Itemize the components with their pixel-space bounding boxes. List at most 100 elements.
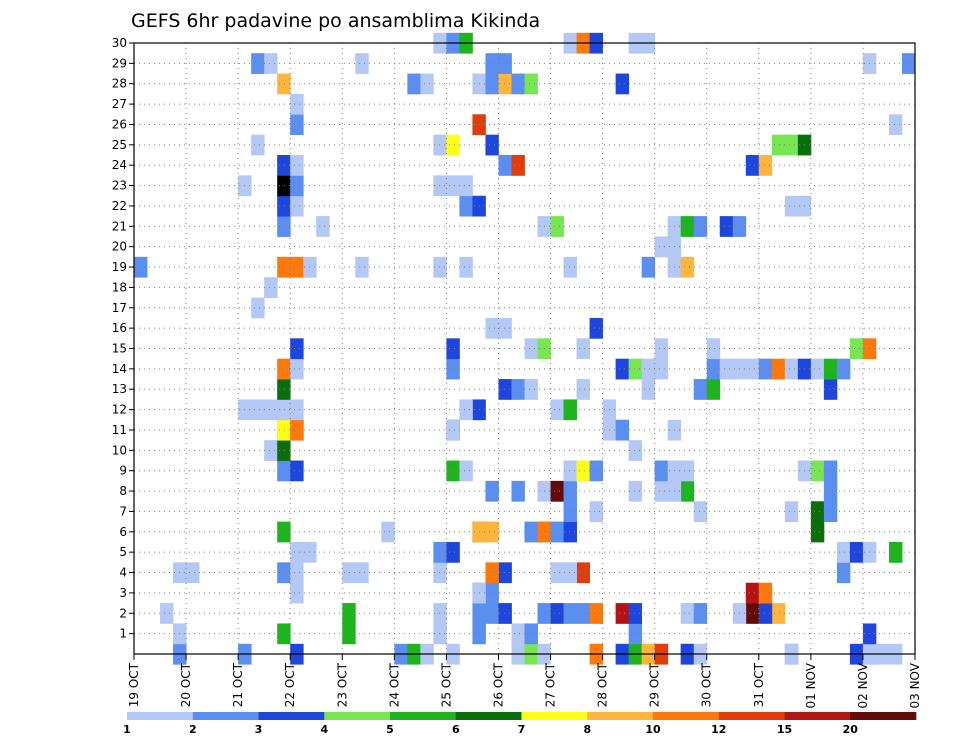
heatmap-cell [433,256,447,278]
heatmap-cell [251,297,265,319]
heatmap-cell [680,216,695,237]
y-tick-label: 29 [112,56,127,70]
x-tick-label: 28 OCT [596,662,610,707]
heatmap-cell [576,379,590,400]
heatmap-cell [511,623,525,645]
x-axis: 19 OCT 20 OCT 21 OCT 22 OCT 23 OCT 24 OCT 25 O… [127,654,922,709]
heatmap-cell [290,419,304,441]
x-tick-label: 22 OCT [283,662,297,707]
y-tick-label: 5 [119,545,127,559]
legend-swatch [390,712,457,720]
heatmap-cell [589,460,603,482]
heatmap-cell [615,358,630,380]
heatmap-cell [277,195,291,217]
heatmap-cell [511,480,525,502]
heatmap-cell [550,521,564,543]
heatmap-cell [836,358,851,380]
heatmap-cell [485,53,499,74]
heatmap-cell [277,419,291,441]
y-tick-label: 10 [112,443,127,457]
heatmap-cell [719,216,734,237]
heatmap-cell [758,582,773,604]
heatmap-cell [680,256,695,278]
heatmap-cell [680,480,695,502]
y-tick-label: 21 [112,219,127,233]
y-tick-label: 20 [112,240,127,254]
y-tick-label: 12 [112,403,127,417]
x-tick-label: 27 OCT [544,662,558,707]
y-tick-label: 7 [119,504,127,518]
heatmap-cell [693,603,708,624]
heatmap-cell [628,480,643,502]
heatmap-cell [550,480,564,502]
heatmap-cell [576,460,590,482]
heatmap-cell [550,399,564,421]
y-tick-label: 28 [112,77,127,91]
heatmap-cell [277,440,291,461]
y-tick-label: 19 [112,260,127,274]
heatmap-cell [277,216,291,237]
heatmap-cell [290,93,304,115]
heatmap-cell [589,317,603,339]
legend-swatch [850,712,917,720]
heatmap-cell [290,562,304,584]
heatmap-cell [277,73,291,95]
heatmap-cell [784,134,799,156]
heatmap-cell [576,338,590,360]
heatmap-cell [524,521,538,543]
heatmap-cell [290,358,304,380]
heatmap-cell [420,73,434,95]
heatmap-cell [264,399,278,421]
x-tick-label: 23 OCT [335,662,349,707]
heatmap-cell [485,73,499,95]
heatmap-cell [290,114,304,136]
heatmap-cell [771,134,786,156]
heatmap-cell [433,175,447,197]
heatmap-cell [654,460,669,482]
heatmap-cell [316,216,330,237]
x-tick-label: 01 NOV [804,662,818,708]
heatmap-cell [823,501,838,523]
heatmap-cell [823,358,838,380]
heatmap-cell [433,603,447,624]
heatmap-cell [524,338,538,360]
heatmap-cell [459,460,473,482]
y-tick-label: 9 [119,464,127,478]
y-tick-label: 3 [119,586,127,600]
x-tick-label: 25 OCT [439,662,453,707]
y-tick-label: 30 [112,36,127,50]
heatmap-cell [277,175,291,197]
heatmap-cell [290,338,304,360]
heatmap-cell [680,460,695,482]
heatmap-cell [563,562,577,584]
heatmap-cell [654,480,669,502]
heatmap-cell [901,53,916,74]
heatmap-cell [485,562,499,584]
legend-label: 12 [711,723,726,736]
heatmap-cell [485,134,499,156]
y-tick-label: 26 [112,117,127,131]
y-tick-label: 16 [112,321,127,335]
y-tick-label: 17 [112,301,127,315]
heatmap-cell [615,603,630,624]
legend-label: 1 [123,723,131,736]
heatmap-cell [836,541,851,563]
x-tick-label: 19 OCT [127,662,141,707]
heatmap-cell [498,155,512,176]
heatmap-cell [160,603,174,624]
y-tick-label: 18 [112,280,127,294]
x-tick-label: 20 OCT [179,662,193,707]
heatmap-cell [446,358,460,380]
heatmap-cell [498,317,512,339]
heatmap-cell [355,53,369,74]
heatmap-cell [563,256,577,278]
legend-swatch [718,712,785,720]
heatmap-cell [446,338,460,360]
heatmap-cell [433,562,447,584]
heatmap-cell [706,338,721,360]
y-tick-label: 2 [119,606,127,620]
y-tick-label: 23 [112,179,127,193]
heatmap-cells [134,32,916,665]
heatmap-cell [459,175,473,197]
